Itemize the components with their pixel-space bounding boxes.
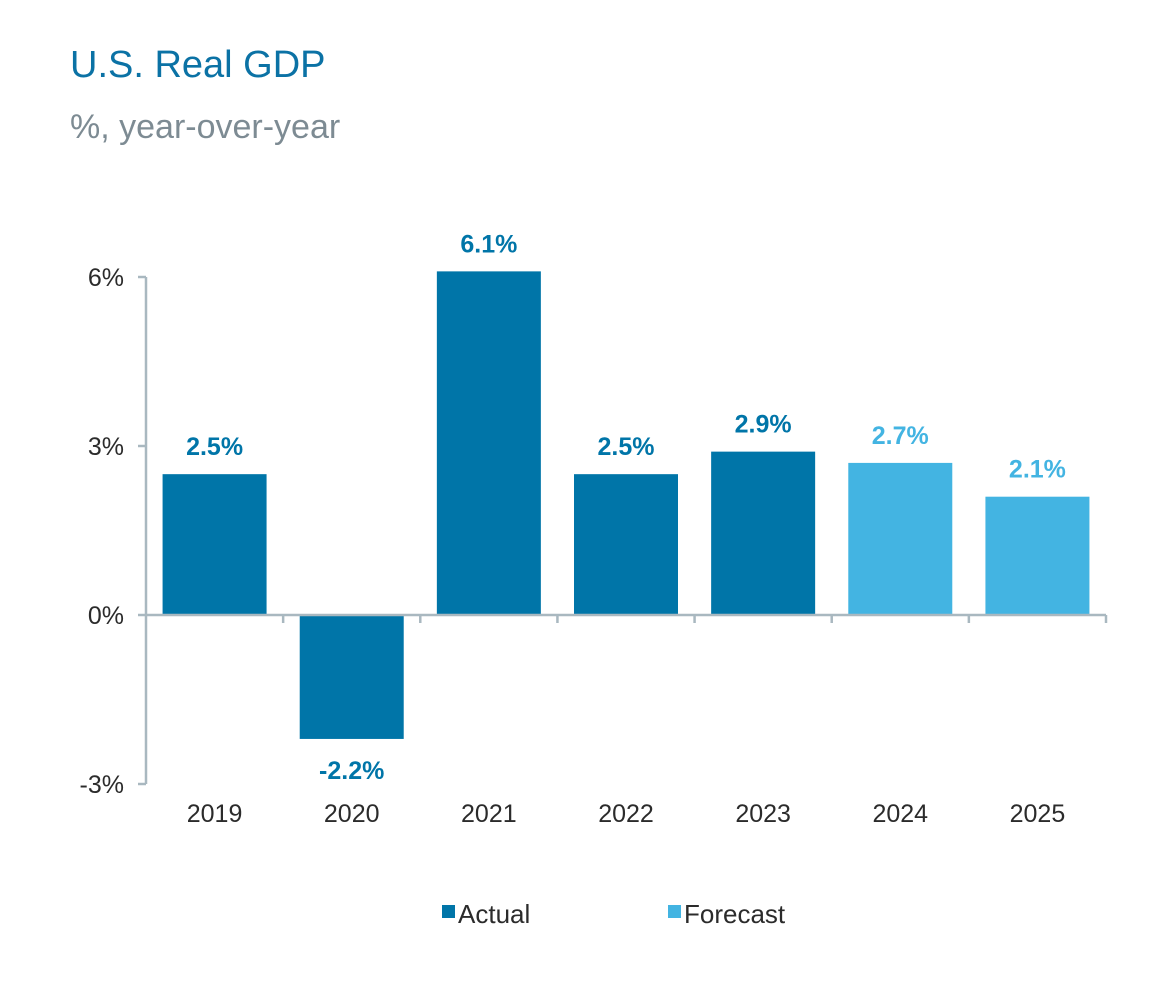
bars: [162, 271, 1090, 739]
x-tick-label-2022: 2022: [598, 800, 654, 828]
x-tick-label-2023: 2023: [735, 800, 791, 828]
x-tick-label-2024: 2024: [872, 800, 928, 828]
bar-2022: [574, 474, 678, 615]
x-tick-label-2020: 2020: [324, 800, 380, 828]
data-label-2022: 2.5%: [598, 433, 655, 461]
x-tick-label-2019: 2019: [187, 800, 243, 828]
x-tick-label-2021: 2021: [461, 800, 517, 828]
data-label-2025: 2.1%: [1009, 456, 1066, 484]
bar-2024: [848, 462, 953, 615]
chart-subtitle: %, year-over-year: [70, 108, 341, 146]
bar-2019: [162, 474, 267, 615]
bar-2021: [436, 271, 541, 615]
data-label-2021: 6.1%: [460, 230, 517, 258]
bar-2025: [985, 496, 1090, 615]
y-tick-label: 6%: [88, 264, 124, 292]
data-label-2024: 2.7%: [872, 422, 929, 450]
chart-title: U.S. Real GDP: [70, 44, 326, 86]
y-tick-label: -3%: [80, 771, 124, 799]
legend-label-forecast: Forecast: [684, 899, 786, 929]
legend-swatch-actual: [442, 905, 455, 918]
y-tick-label: 0%: [88, 602, 124, 630]
legend: Actual Forecast: [442, 899, 786, 929]
bar-2020: [299, 615, 404, 739]
data-labels: 2.5% 2019 -2.2% 2020 6.1% 2021 2.5% 2022 2.9% 202…: [186, 230, 1066, 828]
x-tick-label-2025: 2025: [1010, 800, 1066, 828]
y-tick-label: 3%: [88, 433, 124, 461]
data-label-2020: -2.2%: [319, 757, 384, 785]
data-label-2023: 2.9%: [735, 411, 792, 439]
bar-2023: [711, 451, 816, 615]
legend-swatch-forecast: [668, 905, 681, 918]
axes: 6% 3% 0% -3%: [80, 264, 1108, 799]
legend-label-actual: Actual: [458, 899, 530, 929]
data-label-2019: 2.5%: [186, 433, 243, 461]
